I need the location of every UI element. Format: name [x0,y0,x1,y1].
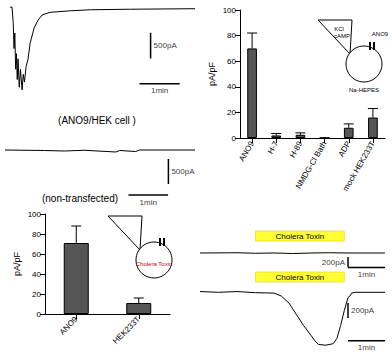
svg-text:100: 100 [223,6,237,15]
svg-text:200pA: 200pA [351,306,375,315]
svg-text:1min: 1min [358,343,375,352]
svg-text:ANO9: ANO9 [372,31,389,37]
svg-text:100: 100 [28,210,42,219]
svg-text:(non-transfected): (non-transfected) [42,193,118,204]
svg-text:40: 40 [32,270,41,279]
svg-text:500pA: 500pA [171,167,195,176]
svg-text:1min: 1min [140,198,157,207]
svg-text:Na-HEPES: Na-HEPES [349,87,379,93]
svg-text:60: 60 [227,57,236,66]
svg-text:Cholera Toxin: Cholera Toxin [136,261,173,267]
svg-text:80: 80 [32,230,41,239]
svg-text:0: 0 [232,134,237,143]
svg-text:0: 0 [37,310,42,319]
svg-text:ANO9: ANO9 [237,139,256,163]
svg-text:H-7: H-7 [266,139,281,155]
svg-text:40: 40 [227,82,236,91]
svg-text:pA/pF: pA/pF [207,61,217,86]
svg-text:60: 60 [32,250,41,259]
svg-text:Cholera Toxin: Cholera Toxin [276,232,325,241]
svg-text:80: 80 [227,31,236,40]
svg-text:H-89: H-89 [288,139,305,159]
svg-text:500pA: 500pA [154,41,178,50]
svg-text:1min: 1min [151,86,168,95]
svg-text:1min: 1min [358,270,375,279]
svg-text:(ANO9/HEK cell ): (ANO9/HEK cell ) [58,115,136,126]
svg-text:mock HEK233T: mock HEK233T [341,140,377,193]
svg-text:pA/pF: pA/pF [12,251,22,276]
svg-text:ADP: ADP [337,140,353,159]
svg-text:200pA: 200pA [322,258,346,267]
svg-text:20: 20 [227,108,236,117]
svg-text:NMDG-Cl Bath: NMDG-Cl Bath [294,140,328,191]
svg-text:20: 20 [32,290,41,299]
svg-text:KCl: KCl [334,26,344,32]
svg-text:HEK233T: HEK233T [111,315,142,346]
svg-text:ANO9: ANO9 [58,314,80,336]
svg-text:cAMP: cAMP [334,33,350,39]
svg-text:Cholera Toxin: Cholera Toxin [276,273,325,282]
